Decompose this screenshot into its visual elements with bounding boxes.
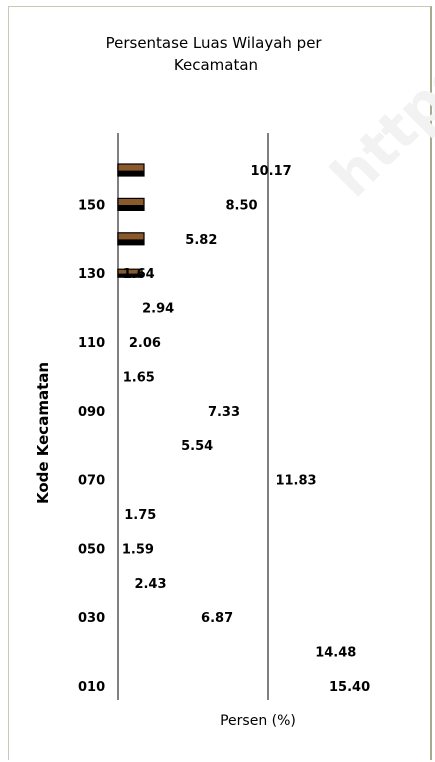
data-label-010: 15.40 [329, 680, 370, 695]
data-label-090: 7.33 [208, 405, 240, 420]
y-axis-title: Kode Kecamatan [34, 362, 52, 504]
data-label-080: 5.54 [181, 439, 213, 454]
data-label-040: 2.43 [134, 577, 166, 592]
y-tick-label: 130 [78, 267, 105, 282]
data-label-120: 2.94 [142, 302, 174, 317]
data-label-030: 6.87 [201, 611, 233, 626]
chart-title-line-1: Persentase Luas Wilayah per [106, 34, 323, 52]
chart-title: Persentase Luas Wilayah per Kecamatan [106, 34, 327, 74]
data-label-060: 1.75 [124, 508, 156, 523]
data-label-160: 10.17 [251, 164, 292, 179]
y-tick-label: 150 [78, 198, 105, 213]
gridlines [117, 133, 269, 700]
y-tick-label: 010 [78, 680, 105, 695]
y-tick-label: 090 [78, 405, 105, 420]
data-label-110: 2.06 [129, 336, 161, 351]
y-tick-label: 110 [78, 336, 105, 351]
chart-frame [8, 6, 432, 760]
data-label-130: 1.64 [123, 267, 155, 282]
x-axis-title: Persen (%) [220, 713, 296, 729]
data-label-140: 5.82 [185, 233, 217, 248]
watermark-text: https [319, 46, 435, 210]
data-label-070: 11.83 [275, 474, 316, 489]
data-label-050: 1.59 [122, 542, 154, 557]
data-label-020: 14.48 [315, 646, 356, 661]
y-tick-labels: 010 030 050 070 090 110 130 150 [78, 198, 105, 695]
y-tick-label: 030 [78, 611, 105, 626]
bar-shadow-150 [118, 205, 144, 211]
data-label-150: 8.50 [226, 198, 258, 213]
bar-shadow-130 [118, 273, 142, 278]
bar-shadow-140 [118, 239, 144, 245]
bar-shadow-160 [118, 170, 144, 176]
bars [117, 163, 145, 278]
chart-title-line-2: Kecamatan [174, 56, 258, 74]
data-label-100: 1.65 [123, 370, 155, 385]
data-labels: 15.40 14.48 6.87 2.43 1.59 1.75 11.83 5.54 7.33 1… [122, 164, 370, 695]
y-tick-label: 070 [78, 474, 105, 489]
y-tick-label: 050 [78, 542, 105, 557]
